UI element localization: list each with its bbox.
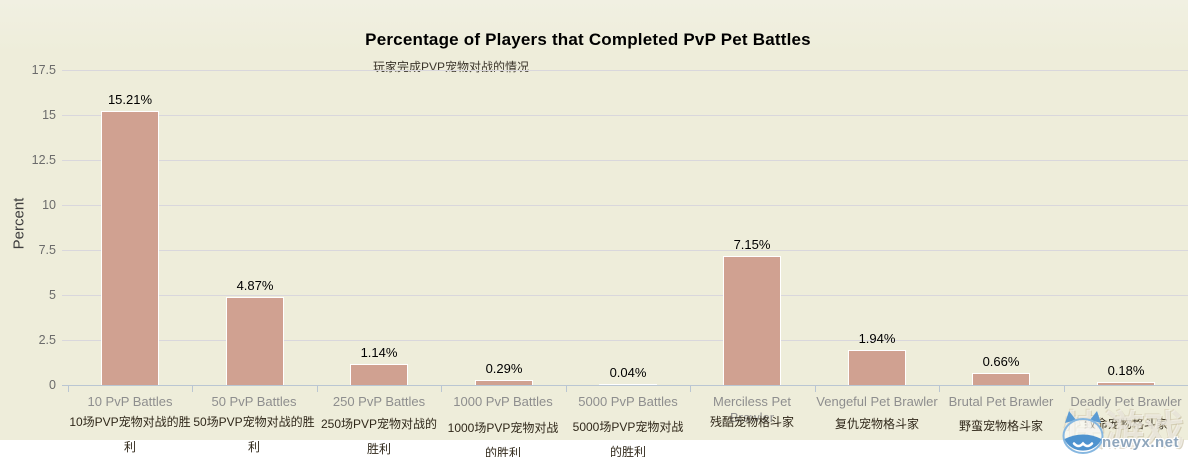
watermark-site-text: newyx.net <box>1102 434 1180 451</box>
bar <box>723 256 781 385</box>
x-tick <box>192 386 193 392</box>
x-tick <box>1064 386 1065 392</box>
y-tick-label: 5 <box>49 288 56 302</box>
bar-value-label: 1.94% <box>858 331 896 346</box>
gridline <box>62 70 1188 71</box>
x-tick <box>68 386 69 392</box>
category-label-zh: 250场PVP宠物对战的胜利 <box>320 417 438 456</box>
bar-value-label: 7.15% <box>733 237 771 252</box>
bar-value-label: 15.21% <box>107 92 153 107</box>
gridline <box>62 115 1188 116</box>
category-label-en: Brutal Pet Brawler <box>948 394 1054 409</box>
category-label-en: 250 PvP Battles <box>332 394 426 409</box>
category-label-en: Merciless Pet Brawler <box>712 394 792 425</box>
category-label-en: 10 PvP Battles <box>87 394 173 409</box>
category-label-en: 5000 PvP Battles <box>578 394 678 409</box>
bar-value-label: 4.87% <box>236 278 274 293</box>
chart-background <box>0 0 1188 440</box>
y-tick-label: 7.5 <box>38 243 56 257</box>
gridline <box>62 295 1188 296</box>
y-tick-label: 2.5 <box>38 333 56 347</box>
category-label-en: Deadly Pet Brawler <box>1070 394 1182 409</box>
gridline <box>62 340 1188 341</box>
bar <box>350 364 408 385</box>
category-label-zh: 1000场PVP宠物对战的胜利 <box>447 421 559 457</box>
category-label-en: 1000 PvP Battles <box>453 394 553 409</box>
gridline <box>62 160 1188 161</box>
bar <box>475 379 533 385</box>
bar <box>1097 381 1155 385</box>
bar-value-label: 0.04% <box>609 365 647 380</box>
bar <box>972 373 1030 385</box>
newyx-mascot-icon <box>1060 410 1106 456</box>
x-axis-line <box>62 385 1188 386</box>
category-label-zh: 10场PVP宠物对战的胜利 <box>69 415 191 454</box>
category-label-zh: 复仇宠物格斗家 <box>834 417 919 431</box>
x-tick <box>566 386 567 392</box>
y-tick-label: 17.5 <box>31 63 56 77</box>
gridline <box>62 250 1188 251</box>
bar-value-label: 0.29% <box>485 361 523 376</box>
bar <box>848 350 906 385</box>
chart-title: Percentage of Players that Completed PvP… <box>365 30 811 49</box>
y-tick-label: 12.5 <box>31 153 56 167</box>
bar <box>599 384 657 385</box>
bar-value-label: 1.14% <box>360 345 398 360</box>
category-label-en: 50 PvP Battles <box>211 394 297 409</box>
category-label-zh: 残酷宠物格斗家 <box>709 415 794 429</box>
x-tick <box>690 386 691 392</box>
y-tick-label: 15 <box>42 108 56 122</box>
category-label-zh: 5000场PVP宠物对战的胜利 <box>572 420 684 457</box>
bar <box>226 297 284 385</box>
category-label-zh: 致命宠物格斗家 <box>1083 417 1168 431</box>
y-axis-title: Percent <box>10 197 28 250</box>
chart-subtitle: 玩家完成PVP宠物对战的情况 <box>373 60 530 74</box>
category-label-en: Vengeful Pet Brawler <box>816 394 938 409</box>
x-tick <box>939 386 940 392</box>
gridline <box>62 205 1188 206</box>
y-tick-label: 10 <box>42 198 56 212</box>
bar <box>101 111 159 385</box>
category-label-zh: 野蛮宠物格斗家 <box>958 419 1043 433</box>
category-label-zh: 50场PVP宠物对战的胜利 <box>193 415 315 454</box>
x-tick <box>317 386 318 392</box>
y-tick-label: 0 <box>49 378 56 392</box>
bar-value-label: 0.66% <box>982 354 1020 369</box>
x-tick <box>815 386 816 392</box>
x-tick <box>441 386 442 392</box>
bar-value-label: 0.18% <box>1107 363 1145 378</box>
